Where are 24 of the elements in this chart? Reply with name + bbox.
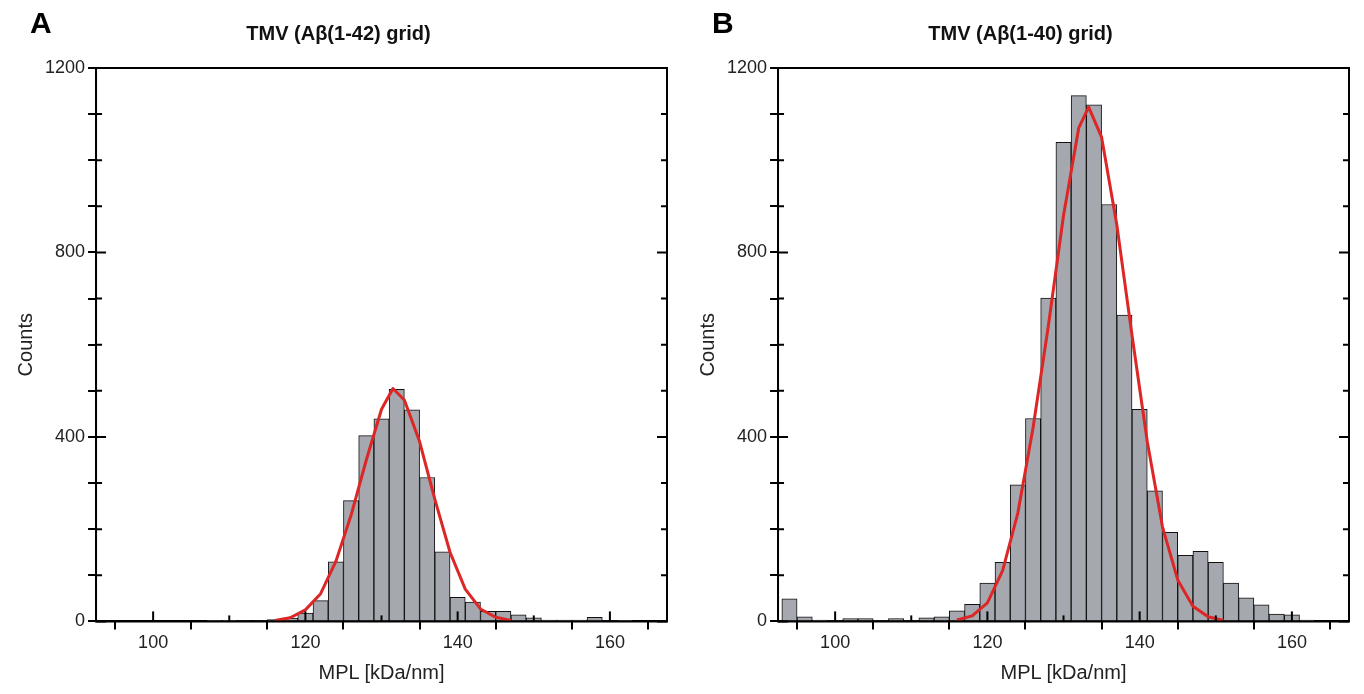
x-axis-title: MPL [kDa/nm] bbox=[1000, 660, 1127, 683]
x-tick-label: 100 bbox=[138, 632, 169, 653]
y-tick-label: 400 bbox=[55, 425, 86, 446]
y-tick-label: 0 bbox=[75, 610, 86, 631]
text: B bbox=[712, 6, 734, 40]
y-tick-label: 1200 bbox=[45, 56, 86, 77]
chart-title: TMV (Aβ(1-40) grid) bbox=[928, 21, 1113, 44]
x-tick-label: 160 bbox=[1276, 632, 1307, 653]
x-tick-label: 140 bbox=[1124, 632, 1155, 653]
y-tick-label: 1200 bbox=[727, 56, 768, 77]
y-tick-label: 400 bbox=[737, 425, 768, 446]
chart-title: TMV (Aβ(1-42) grid) bbox=[246, 21, 431, 44]
x-tick-label: 140 bbox=[442, 632, 473, 653]
y-tick-label: 800 bbox=[737, 241, 768, 262]
text: A bbox=[30, 6, 52, 40]
x-tick-label: 120 bbox=[290, 632, 321, 653]
y-axis-title: Counts bbox=[13, 313, 36, 377]
y-tick-label: 800 bbox=[55, 241, 86, 262]
x-tick-label: 120 bbox=[972, 632, 1003, 653]
y-tick-label: 0 bbox=[757, 610, 768, 631]
x-tick-label: 160 bbox=[594, 632, 625, 653]
x-tick-label: 100 bbox=[820, 632, 851, 653]
y-axis-title: Counts bbox=[695, 313, 718, 377]
x-axis-title: MPL [kDa/nm] bbox=[318, 660, 445, 683]
